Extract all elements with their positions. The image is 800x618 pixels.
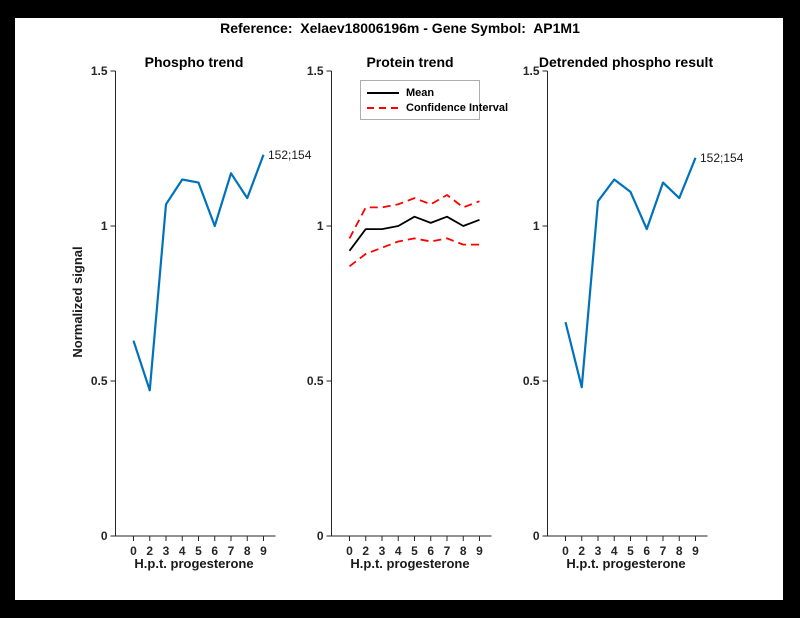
svg-text:0: 0: [562, 544, 569, 558]
svg-text:1.5: 1.5: [307, 64, 324, 78]
svg-text:1.5: 1.5: [91, 64, 108, 78]
svg-text:0: 0: [101, 529, 108, 543]
svg-text:3: 3: [163, 544, 170, 558]
svg-text:2: 2: [362, 544, 369, 558]
svg-text:6: 6: [211, 544, 218, 558]
svg-text:3: 3: [595, 544, 602, 558]
svg-text:5: 5: [627, 544, 634, 558]
legend-label-mean: Mean: [406, 86, 435, 99]
svg-text:5: 5: [195, 544, 202, 558]
confidence-interval-line-sample-icon: [367, 106, 399, 109]
mean-line-sample-icon: [367, 91, 399, 94]
svg-text:1: 1: [101, 219, 108, 233]
svg-text:3: 3: [379, 544, 386, 558]
svg-text:4: 4: [611, 544, 618, 558]
svg-text:7: 7: [444, 544, 451, 558]
svg-text:1.5: 1.5: [523, 64, 540, 78]
svg-text:8: 8: [244, 544, 251, 558]
legend-box: Mean Confidence Interval: [360, 80, 508, 120]
subplot-title-protein-trend: Protein trend: [366, 54, 454, 70]
svg-text:7: 7: [660, 544, 667, 558]
svg-text:0: 0: [533, 529, 540, 543]
figure-title: Reference: Xelaev18006196m - Gene Symbol…: [220, 20, 580, 36]
svg-text:6: 6: [643, 544, 650, 558]
svg-text:0.5: 0.5: [307, 374, 324, 388]
svg-text:8: 8: [460, 544, 467, 558]
svg-text:7: 7: [228, 544, 235, 558]
data-point-annotation-3: 152;154: [700, 151, 744, 165]
svg-text:0.5: 0.5: [91, 374, 108, 388]
svg-text:0.5: 0.5: [523, 374, 540, 388]
svg-text:5: 5: [411, 544, 418, 558]
svg-text:2: 2: [146, 544, 153, 558]
y-axis-label: Normalized signal: [70, 246, 85, 358]
svg-text:9: 9: [692, 544, 699, 558]
x-axis-label-3: H.p.t. progesterone: [566, 556, 686, 571]
svg-text:0: 0: [346, 544, 353, 558]
legend-label-confidence-interval: Confidence Interval: [406, 101, 509, 114]
data-point-annotation-1: 152;154: [268, 148, 312, 162]
svg-text:9: 9: [476, 544, 483, 558]
svg-text:4: 4: [179, 544, 186, 558]
legend-item-mean: Mean: [367, 85, 473, 100]
svg-text:4: 4: [395, 544, 402, 558]
x-axis-label-2: H.p.t. progesterone: [350, 556, 470, 571]
x-axis-label-1: H.p.t. progesterone: [134, 556, 254, 571]
subplot-title-detrended-phospho-result: Detrended phospho result: [538, 54, 714, 70]
svg-text:0: 0: [317, 529, 324, 543]
svg-text:8: 8: [676, 544, 683, 558]
legend-item-confidence-interval: Confidence Interval: [367, 100, 508, 115]
svg-text:1: 1: [317, 219, 324, 233]
svg-text:0: 0: [130, 544, 137, 558]
subplot-title-phospho-trend: Phospho trend: [144, 54, 244, 70]
svg-text:2: 2: [578, 544, 585, 558]
svg-text:6: 6: [427, 544, 434, 558]
svg-text:1: 1: [533, 219, 540, 233]
svg-text:9: 9: [260, 544, 267, 558]
